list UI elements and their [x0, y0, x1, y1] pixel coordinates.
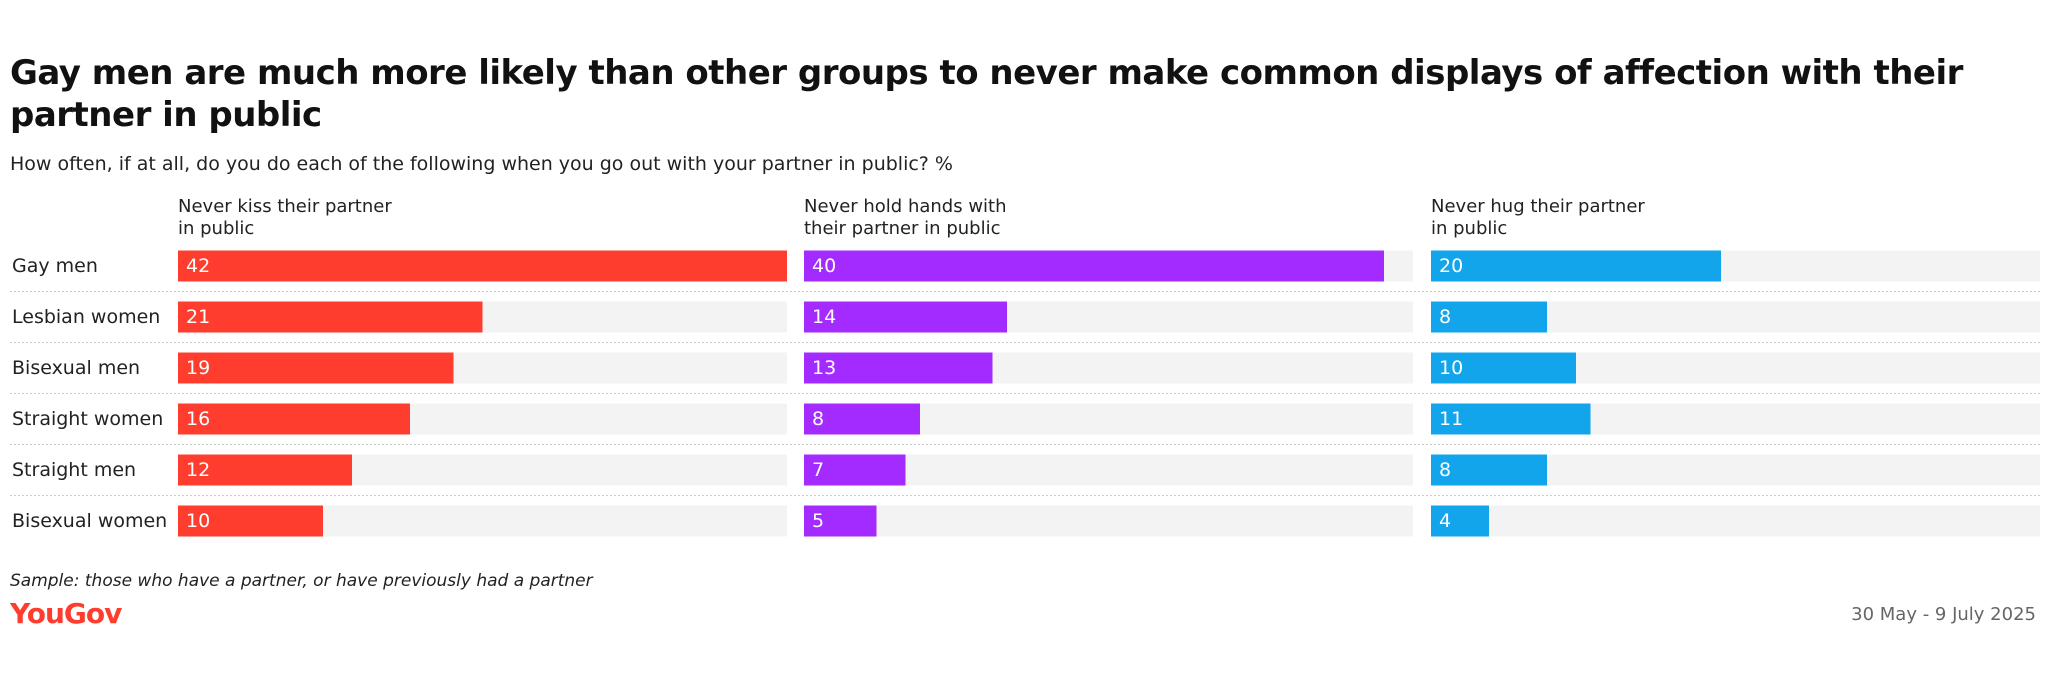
- bar: [1431, 250, 1721, 282]
- bar-track: [1431, 505, 2040, 537]
- note: Sample: those who have a partner, or hav…: [10, 571, 593, 591]
- date: 30 May - 9 July 2025: [1851, 604, 2036, 625]
- bar: [178, 454, 352, 486]
- bar: [178, 250, 787, 282]
- value-label: 7: [812, 459, 825, 481]
- value-label: 10: [186, 510, 211, 532]
- panel-header: Never hold hands with their partner in p…: [804, 196, 1007, 239]
- chart-subtitle: How often, if at all, do you do each of …: [10, 153, 953, 175]
- value-label: 8: [1439, 306, 1452, 328]
- bar: [1431, 403, 1591, 435]
- category-label: Bisexual women: [12, 510, 168, 532]
- bar: [178, 301, 483, 333]
- value-label: 21: [186, 306, 211, 328]
- category-label: Bisexual men: [12, 357, 141, 379]
- value-label: 8: [1439, 459, 1452, 481]
- bar: [178, 505, 323, 537]
- category-label: Straight women: [12, 408, 164, 430]
- value-label: 10: [1439, 357, 1464, 379]
- value-label: 14: [812, 306, 837, 328]
- value-label: 8: [812, 408, 825, 430]
- bar: [178, 352, 454, 384]
- value-label: 20: [1439, 255, 1464, 277]
- value-label: 11: [1439, 408, 1464, 430]
- bar: [1431, 352, 1576, 384]
- value-label: 13: [812, 357, 837, 379]
- bar: [804, 505, 877, 537]
- value-label: 40: [812, 255, 837, 277]
- bar-track: [804, 505, 1413, 537]
- bar: [804, 352, 993, 384]
- source-logo: YouGov: [10, 597, 122, 630]
- bar: [1431, 454, 1547, 486]
- value-label: 4: [1439, 510, 1452, 532]
- category-label: Lesbian women: [12, 306, 161, 328]
- value-label: 42: [186, 255, 211, 277]
- value-label: 12: [186, 459, 211, 481]
- bar: [1431, 301, 1547, 333]
- bar: [804, 454, 906, 486]
- chart-title: Gay men are much more likely than other …: [10, 53, 1963, 135]
- bar: [804, 403, 920, 435]
- category-label: Straight men: [12, 459, 137, 481]
- bar: [178, 403, 410, 435]
- bar: [804, 301, 1007, 333]
- value-label: 19: [186, 357, 211, 379]
- bar: [1431, 505, 1489, 537]
- category-label: Gay men: [12, 255, 98, 277]
- panel-header: Never kiss their partner in public: [178, 196, 392, 239]
- panel-header: Never hug their partner in public: [1431, 196, 1645, 239]
- value-label: 5: [812, 510, 825, 532]
- value-label: 16: [186, 408, 211, 430]
- bar: [804, 250, 1384, 282]
